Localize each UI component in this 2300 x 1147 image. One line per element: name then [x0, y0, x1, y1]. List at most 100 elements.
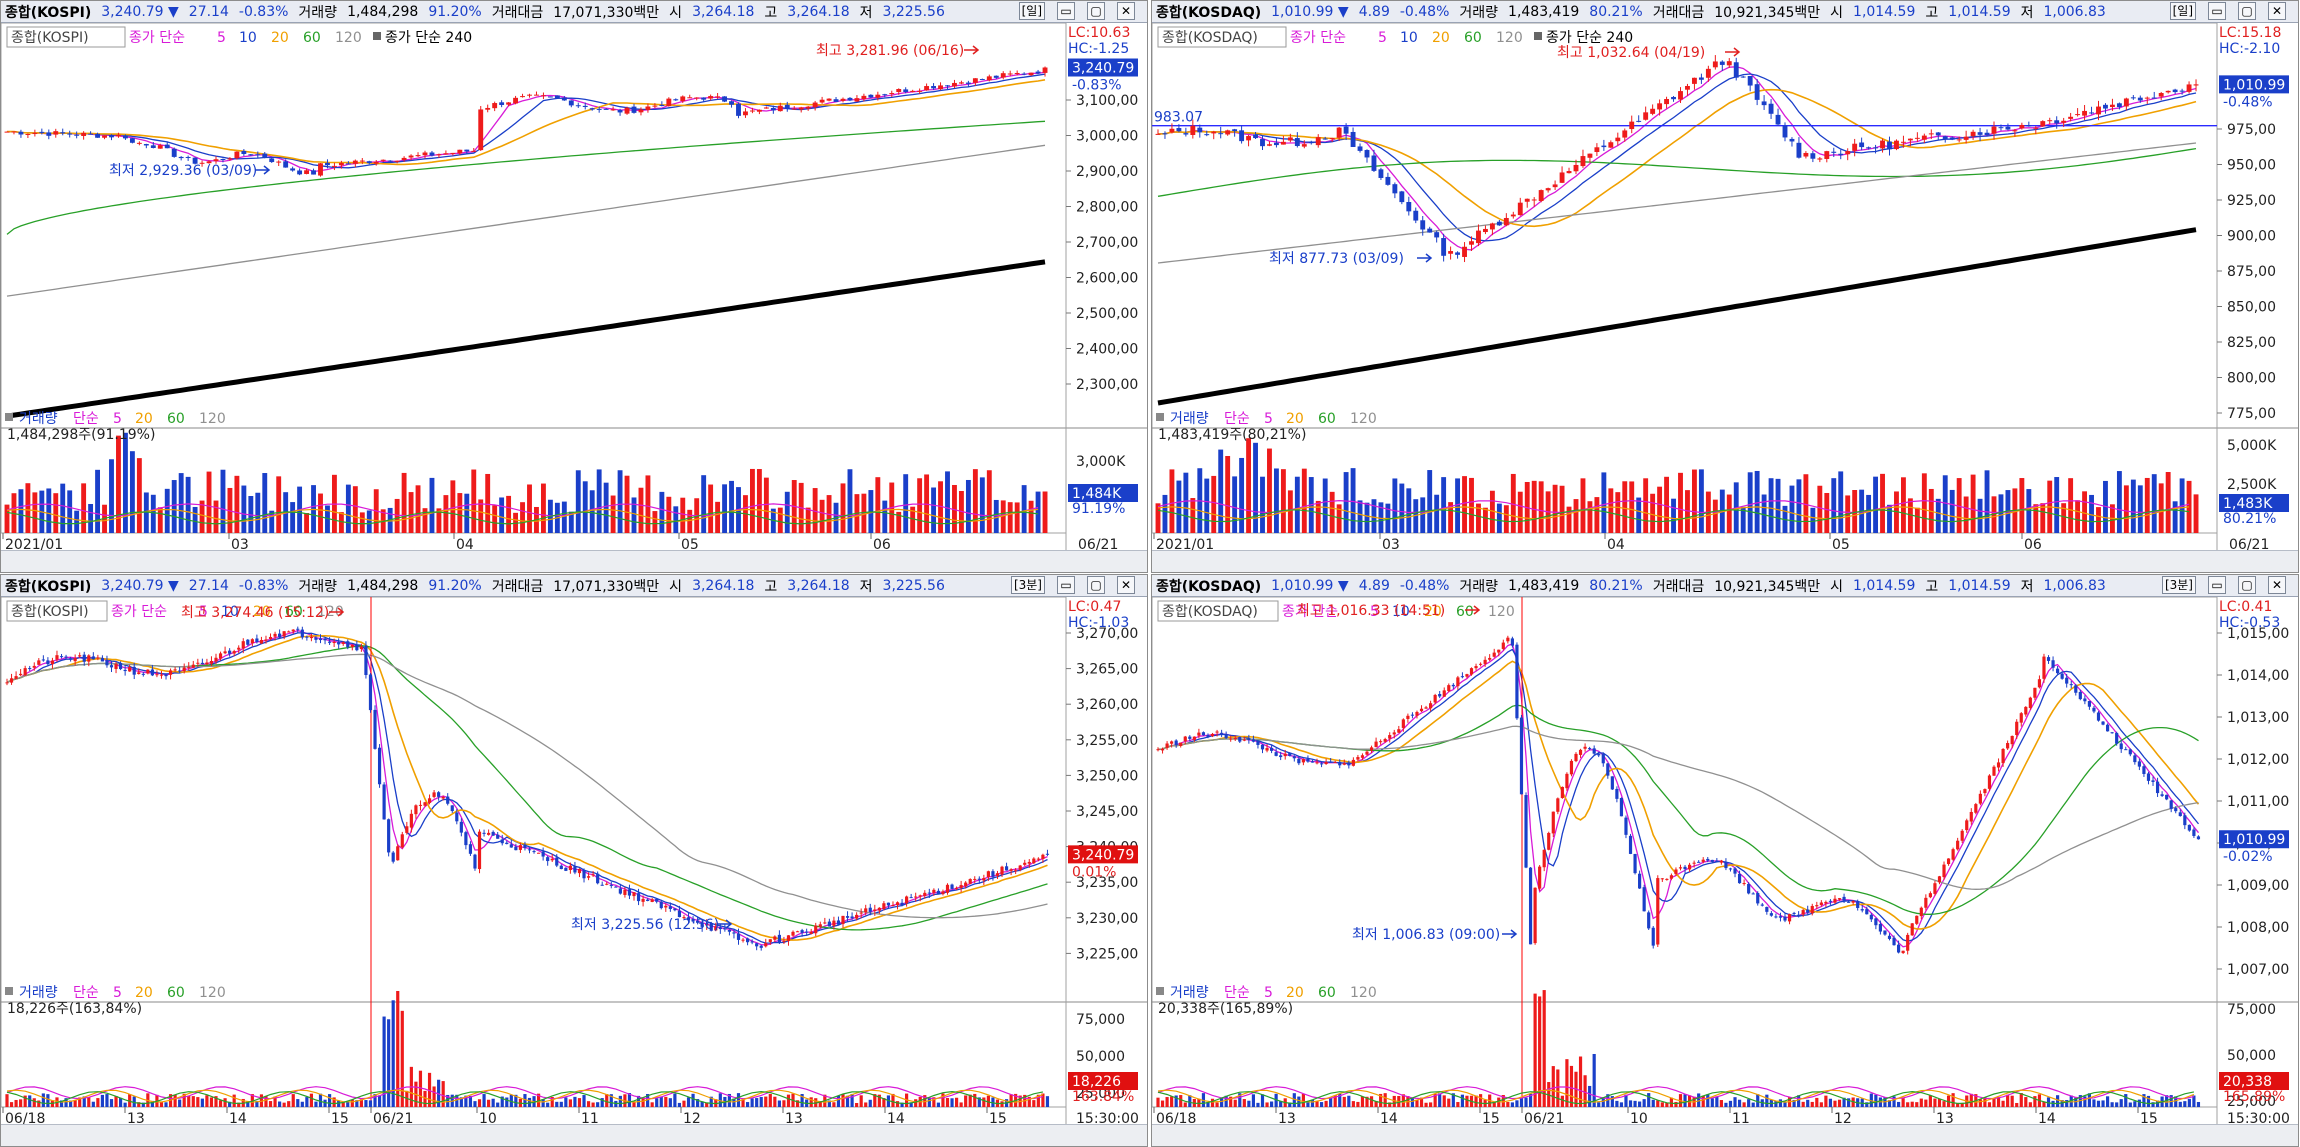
- chart-canvas[interactable]: 3,270,003,265,003,260,003,255,003,250,00…: [1, 597, 1148, 1126]
- minimize-icon[interactable]: ▭: [2208, 576, 2226, 594]
- candle-body: [60, 132, 66, 134]
- candle-body: [1413, 210, 1419, 221]
- close-icon[interactable]: ✕: [2268, 576, 2286, 594]
- chart-canvas[interactable]: 975,00950,00925,00900,00875,00850,00825,…: [1152, 23, 2299, 552]
- volume-bar: [875, 477, 881, 533]
- volume-bar: [91, 1101, 95, 1107]
- volume-bar: [173, 1094, 177, 1107]
- candle-body: [1274, 752, 1278, 756]
- candle-body: [355, 644, 359, 651]
- vol-tick-label: 3,000K: [1076, 454, 1126, 470]
- candle-body: [269, 158, 275, 163]
- symbol-name[interactable]: 종합(KOSDAQ): [1156, 4, 1262, 21]
- candle-body: [1279, 755, 1283, 758]
- candle-body: [1624, 817, 1628, 835]
- maximize-icon[interactable]: ▢: [1087, 2, 1105, 20]
- volume-bar: [314, 1101, 318, 1107]
- volume-bar: [1378, 502, 1384, 533]
- candle-body: [1951, 849, 1955, 860]
- period-button[interactable]: [일]: [1018, 2, 1045, 20]
- volume-bar: [2178, 1101, 2182, 1107]
- candle-body: [1669, 875, 1674, 879]
- volume-bar: [1336, 504, 1342, 533]
- candle-body: [1360, 755, 1365, 758]
- candle-body: [1476, 230, 1481, 244]
- maximize-icon[interactable]: ▢: [2238, 576, 2256, 594]
- candle-body: [1419, 708, 1424, 712]
- symbol-name[interactable]: 종합(KOSPI): [5, 4, 92, 21]
- minimize-icon[interactable]: ▭: [1057, 2, 1075, 20]
- symbol-name[interactable]: 종합(KOSDAQ): [1156, 578, 1262, 595]
- candle-body: [833, 99, 839, 102]
- candle-body: [1883, 930, 1887, 935]
- volume-bar: [1229, 1096, 1233, 1107]
- candle-body: [1253, 134, 1258, 139]
- candle-body: [2089, 112, 2094, 114]
- candle-body: [157, 145, 163, 149]
- volume-bar: [1606, 1094, 1610, 1107]
- x-axis-label: 04: [1607, 537, 1625, 552]
- candle-body: [991, 871, 995, 877]
- volume-bar: [1260, 476, 1265, 533]
- volume-bar: [122, 432, 128, 533]
- volume-tag-bg: [2219, 494, 2289, 512]
- volume-bar: [784, 491, 790, 533]
- candle-body: [1664, 99, 1670, 105]
- chart-canvas[interactable]: 1,015,001,014,001,013,001,012,001,011,00…: [1152, 597, 2299, 1126]
- candle-body: [1942, 864, 1946, 878]
- vol-legend-swatch: [5, 987, 13, 995]
- candle-body: [473, 854, 477, 869]
- minimize-icon[interactable]: ▭: [1057, 576, 1075, 594]
- volume-bar: [1174, 1095, 1178, 1107]
- chart-canvas[interactable]: 3,100,003,000,002,900,002,800,002,700,00…: [1, 23, 1148, 552]
- volume-bar: [927, 1098, 931, 1107]
- period-button[interactable]: [3분]: [2161, 576, 2196, 594]
- candle-body: [41, 659, 45, 661]
- volume-bar: [290, 502, 296, 533]
- candle-body: [1155, 133, 1161, 135]
- close-icon[interactable]: ✕: [2268, 2, 2286, 20]
- period-button[interactable]: [3분]: [1010, 576, 1045, 594]
- candle-body: [1336, 127, 1342, 138]
- candle-body: [2069, 684, 2073, 686]
- symbol-name[interactable]: 종합(KOSPI): [5, 578, 92, 595]
- volume-bar: [582, 481, 588, 533]
- maximize-icon[interactable]: ▢: [1087, 576, 1105, 594]
- candle-body: [220, 159, 226, 161]
- close-icon[interactable]: ✕: [1117, 576, 1135, 594]
- candle-body: [1710, 859, 1714, 862]
- annotation-high-arrow: [1725, 47, 1741, 57]
- open-label: 시: [1830, 4, 1844, 21]
- volume-bar: [401, 472, 407, 533]
- volume-bar: [1556, 1069, 1560, 1107]
- plot-frame: [1152, 23, 2218, 534]
- candle-body: [457, 149, 463, 154]
- x-axis-label: 10: [1630, 1111, 1648, 1126]
- volume-bar: [1960, 1102, 1964, 1107]
- volume-bar: [2024, 1097, 2028, 1107]
- volume-bar: [273, 1096, 277, 1107]
- close-icon[interactable]: ✕: [1117, 2, 1135, 20]
- minimize-icon[interactable]: ▭: [2208, 2, 2226, 20]
- volume-bar: [2187, 1098, 2191, 1107]
- candle-body: [1706, 858, 1710, 861]
- amount-label: 거래대금: [1652, 578, 1705, 595]
- volume-bar: [53, 493, 59, 533]
- candle-body: [478, 109, 484, 151]
- volume-bar: [859, 1095, 863, 1107]
- volume-bar: [1669, 1097, 1674, 1107]
- legend-ma-label: 종가 단순: [1282, 604, 1338, 620]
- volume-bar: [346, 1101, 350, 1107]
- candle-body: [2101, 721, 2105, 725]
- volume-bar: [74, 510, 80, 533]
- volume-bar: [1907, 498, 1913, 533]
- candle-body: [255, 154, 261, 156]
- period-button[interactable]: [일]: [2169, 2, 2196, 20]
- candle-body: [32, 133, 38, 135]
- vol-tick-label: 75,000: [1076, 1012, 1125, 1028]
- vol-legend-ma-label: 단순: [1224, 411, 1250, 427]
- maximize-icon[interactable]: ▢: [2238, 2, 2256, 20]
- volume-bar: [446, 1094, 450, 1107]
- volume-bar: [686, 1097, 691, 1107]
- volume-bar: [182, 1093, 186, 1107]
